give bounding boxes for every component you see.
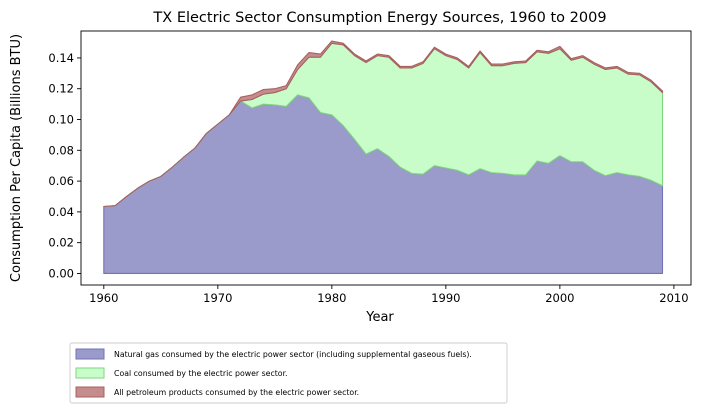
x-tick-label: 1980 bbox=[317, 291, 346, 305]
x-tick-label: 1990 bbox=[431, 291, 460, 305]
y-tick-label: 0.12 bbox=[48, 82, 74, 96]
y-axis-label: Consumption Per Capita (Billions BTU) bbox=[9, 34, 24, 282]
x-tick-label: 1970 bbox=[203, 291, 232, 305]
x-axis-label: Year bbox=[365, 310, 394, 325]
y-tick-label: 0.08 bbox=[48, 143, 74, 157]
chart-title: TX Electric Sector Consumption Energy So… bbox=[152, 10, 606, 26]
y-tick-label: 0.14 bbox=[48, 51, 74, 65]
x-tick-label: 2000 bbox=[545, 291, 574, 305]
legend-frame bbox=[69, 342, 508, 404]
y-tick-label: 0.06 bbox=[48, 174, 74, 188]
x-axis-ticks: 1960 1970 1980 1990 2000 2010 bbox=[89, 285, 689, 305]
legend-swatch bbox=[75, 386, 105, 398]
legend-swatch bbox=[75, 348, 105, 360]
area-series-3 bbox=[103, 40, 664, 208]
legend-label: All petroleum products consumed by the e… bbox=[114, 388, 359, 397]
plot-area-frame bbox=[80, 30, 692, 286]
legend-swatch bbox=[75, 367, 105, 379]
x-tick-label: 2010 bbox=[659, 291, 688, 305]
area-layers bbox=[103, 40, 664, 274]
y-tick-label: 0.04 bbox=[48, 205, 74, 219]
legend-label: Coal consumed by the electric power sect… bbox=[114, 369, 288, 378]
y-tick-label: 0.00 bbox=[48, 266, 74, 280]
y-axis-ticks: 0.00 0.02 0.04 0.06 0.08 0.10 0.12 0.14 bbox=[48, 51, 81, 280]
x-tick-label: 1960 bbox=[89, 291, 118, 305]
y-tick-label: 0.10 bbox=[48, 113, 74, 127]
legend: Natural gas consumed by the electric pow… bbox=[69, 342, 508, 404]
y-tick-label: 0.02 bbox=[48, 236, 74, 250]
legend-label: Natural gas consumed by the electric pow… bbox=[114, 350, 472, 359]
